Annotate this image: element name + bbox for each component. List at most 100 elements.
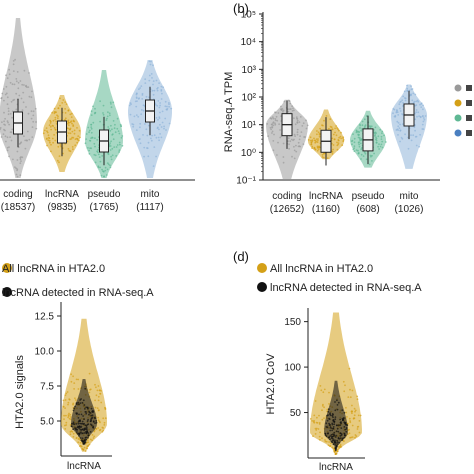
panel-c-all-point <box>67 401 70 404</box>
panel-d-detected-point <box>337 436 340 439</box>
panel-c-detected-point <box>76 431 78 433</box>
panel-d-detected-point <box>343 425 346 428</box>
panel-a-mito-point <box>132 125 135 128</box>
panel-d-detected-point <box>345 426 348 429</box>
panel-d-detected-point <box>340 433 343 435</box>
panel-b-lncRNA-point <box>318 135 321 138</box>
panel-a-lncRNA-point <box>68 124 70 126</box>
panel-d-detected-points <box>324 399 349 452</box>
panel-c-all-point <box>69 413 72 416</box>
panel-a-coding-point <box>0 127 2 129</box>
panel-d-detected-point <box>336 443 339 445</box>
panel-a-coding-point <box>10 139 13 142</box>
panel-c-all-point <box>62 399 65 402</box>
panel-a-lncRNA-point <box>71 146 74 148</box>
panel-b-coding-point <box>271 116 274 118</box>
panel-a-pseudo-point <box>88 131 90 134</box>
panel-b-lncRNA-point <box>332 148 334 151</box>
panel-c-all-point <box>100 401 103 404</box>
panel-a-mito-point <box>158 82 161 84</box>
panel-c-detected-point <box>72 428 74 431</box>
panel-a-pseudo-point <box>118 132 121 135</box>
panel-a-lncRNA-point <box>45 127 48 129</box>
panel-c-all-point <box>69 433 72 436</box>
panel-b-mito-point <box>397 134 399 136</box>
panel-c-detected-point <box>86 431 88 433</box>
panel-a-pseudo-point <box>94 161 97 164</box>
panel-b-pseudo-point <box>360 139 363 142</box>
panel-d-all-point <box>323 406 325 409</box>
panel-d-detected-point <box>330 440 333 443</box>
panel-a-coding-point <box>2 88 5 90</box>
panel-b-pseudo-point <box>361 120 364 123</box>
panel-a-coding-point <box>20 141 23 144</box>
panel-b-coding-point <box>280 105 282 108</box>
panel-b-coding-point <box>293 109 295 112</box>
panel-d-detected-point <box>336 427 339 430</box>
panel-b-coding-point <box>296 119 299 122</box>
panel-a-lncRNA-point <box>50 128 52 131</box>
panel-a-coding-point <box>19 162 22 165</box>
panel-a-coding-point <box>22 91 25 94</box>
panel-b-pseudo-point <box>360 158 362 160</box>
panel-b-y-tick-label: 10⁰ <box>241 148 256 159</box>
panel-d-detected-point <box>337 424 340 427</box>
panel-a-coding-point <box>17 87 20 90</box>
panel-d-detected-point <box>332 413 334 416</box>
panel-a-lncRNA-point <box>49 141 51 144</box>
panel-a-lncRNA-point <box>67 127 69 130</box>
panel-d-detected-point <box>329 412 331 414</box>
panel-a-pseudo-point <box>107 126 110 128</box>
panel-a-pseudo-point <box>88 152 91 155</box>
panel-c-detected-point <box>89 423 92 426</box>
panel-c-detected-point <box>78 413 80 416</box>
panel-a-lncRNA-point <box>47 139 50 142</box>
panel-d-all-point <box>356 426 359 428</box>
panel-c-all-point <box>96 407 99 410</box>
panel-c-all-point <box>95 386 97 389</box>
panel-b-pseudo-point <box>375 137 378 140</box>
panel-d-detected-point <box>336 441 339 444</box>
panel-a-lncRNA-point <box>72 120 75 122</box>
panel-a-mito-point <box>139 122 142 125</box>
panel-b-lncRNA-point <box>342 140 345 143</box>
panel-d-all-point <box>345 411 348 414</box>
panel-b-mito-point <box>396 109 398 112</box>
panel-a-mito-point <box>128 104 131 107</box>
panel-b-lncRNA-point <box>331 153 334 155</box>
panel-a-pseudo-point <box>90 131 93 134</box>
panel-c-all-point <box>95 428 98 430</box>
panel-c-detected-point <box>85 412 88 415</box>
panel-c-detected-point <box>78 403 80 406</box>
panel-a-lncRNA-point <box>50 150 52 153</box>
panel-b-lncRNA-point <box>309 139 312 142</box>
panel-c-all-point <box>64 424 66 427</box>
panel-b-mito-point <box>419 133 421 136</box>
panel-a-pseudo-point <box>106 162 109 165</box>
panel-d-detected-point <box>336 404 339 406</box>
panel-d-detected-point <box>343 411 346 414</box>
panel-d-all-point <box>321 437 323 440</box>
panel-b-pseudo-point <box>355 149 358 152</box>
panel-a-coding-point <box>30 96 33 99</box>
panel-a-pseudo-point <box>99 120 101 123</box>
panel-a-lncRNA-point <box>46 137 48 140</box>
panel-a-x-tick: pseudo <box>88 189 121 200</box>
panel-c-detected-point <box>87 418 89 421</box>
panel-d-all-point <box>351 404 353 407</box>
panel-a-pseudo-point <box>113 127 116 130</box>
panel-d-all-point <box>354 434 357 436</box>
panel-b-coding-points <box>266 99 309 164</box>
panel-b-pseudo-point <box>379 128 382 131</box>
panel-a-coding-point <box>15 92 18 95</box>
panel-a-coding-point <box>20 97 23 100</box>
panel-a-lncRNA-point <box>58 155 61 158</box>
panel-b-coding-point <box>297 141 300 144</box>
panel-b-coding-point <box>294 135 296 138</box>
panel-b-mito-point <box>421 123 424 126</box>
panel-b-pseudo-point <box>380 135 383 138</box>
panel-a-mito-point <box>155 155 158 158</box>
panel-b-pseudo-point <box>359 127 361 129</box>
panel-d-y-tick-label: 150 <box>284 317 301 328</box>
panel-b-mito-point <box>399 123 401 126</box>
